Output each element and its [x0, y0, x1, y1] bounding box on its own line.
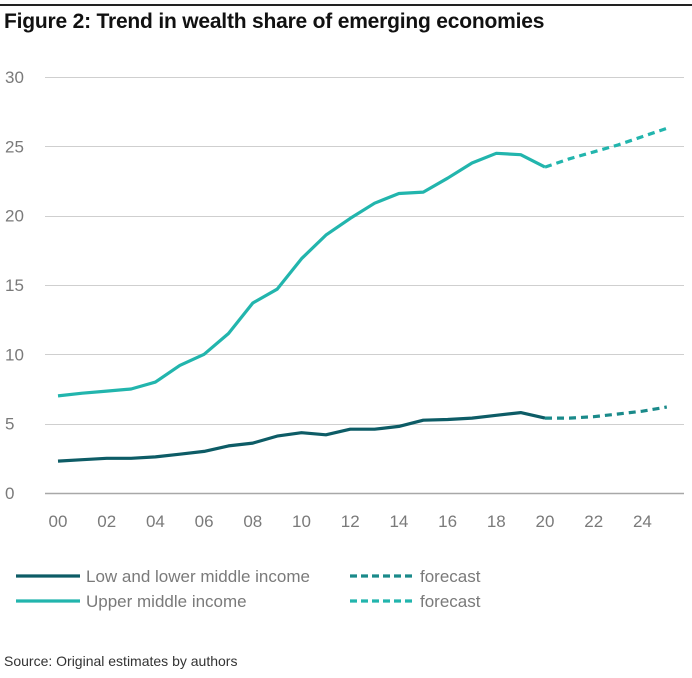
forecast-line-3	[544, 126, 668, 169]
x-tick-label: 24	[633, 512, 652, 531]
y-tick-label: 0	[5, 484, 14, 503]
series-lines	[57, 126, 668, 463]
legend: Low and lower middle income forecast Upper…	[16, 567, 481, 611]
x-tick-label: 16	[438, 512, 457, 531]
chart-title: Figure 2: Trend in wealth share of emerg…	[4, 10, 545, 33]
y-tick-label: 20	[5, 207, 24, 226]
x-tick-label: 02	[97, 512, 116, 531]
y-axis-ticks: 0 5 10 15 20 25 30	[5, 68, 24, 503]
x-tick-label: 10	[292, 512, 311, 531]
source-note: Source: Original estimates by authors	[4, 653, 238, 669]
legend-label: Low and lower middle income	[86, 567, 310, 586]
top-rule	[0, 4, 692, 6]
legend-label: forecast	[420, 592, 481, 611]
y-tick-label: 5	[5, 415, 14, 434]
x-axis-ticks: 00 02 04 06 08 10 12 14 16 18 20 22 24	[49, 512, 652, 531]
x-tick-label: 08	[243, 512, 262, 531]
x-tick-label: 14	[389, 512, 408, 531]
y-tick-label: 10	[5, 345, 24, 364]
x-tick-label: 22	[584, 512, 603, 531]
x-tick-label: 00	[49, 512, 68, 531]
legend-label: forecast	[420, 567, 481, 586]
x-tick-label: 12	[341, 512, 360, 531]
y-tick-label: 25	[5, 137, 24, 156]
series-line-0	[57, 411, 546, 463]
legend-label: Upper middle income	[86, 592, 247, 611]
x-tick-label: 06	[195, 512, 214, 531]
y-tick-label: 15	[5, 276, 24, 295]
x-tick-label: 20	[536, 512, 555, 531]
y-tick-label: 30	[5, 68, 24, 87]
series-line-2	[57, 151, 546, 398]
x-tick-label: 04	[146, 512, 165, 531]
gridlines	[45, 77, 684, 495]
forecast-line-1	[545, 405, 668, 420]
x-tick-label: 18	[487, 512, 506, 531]
